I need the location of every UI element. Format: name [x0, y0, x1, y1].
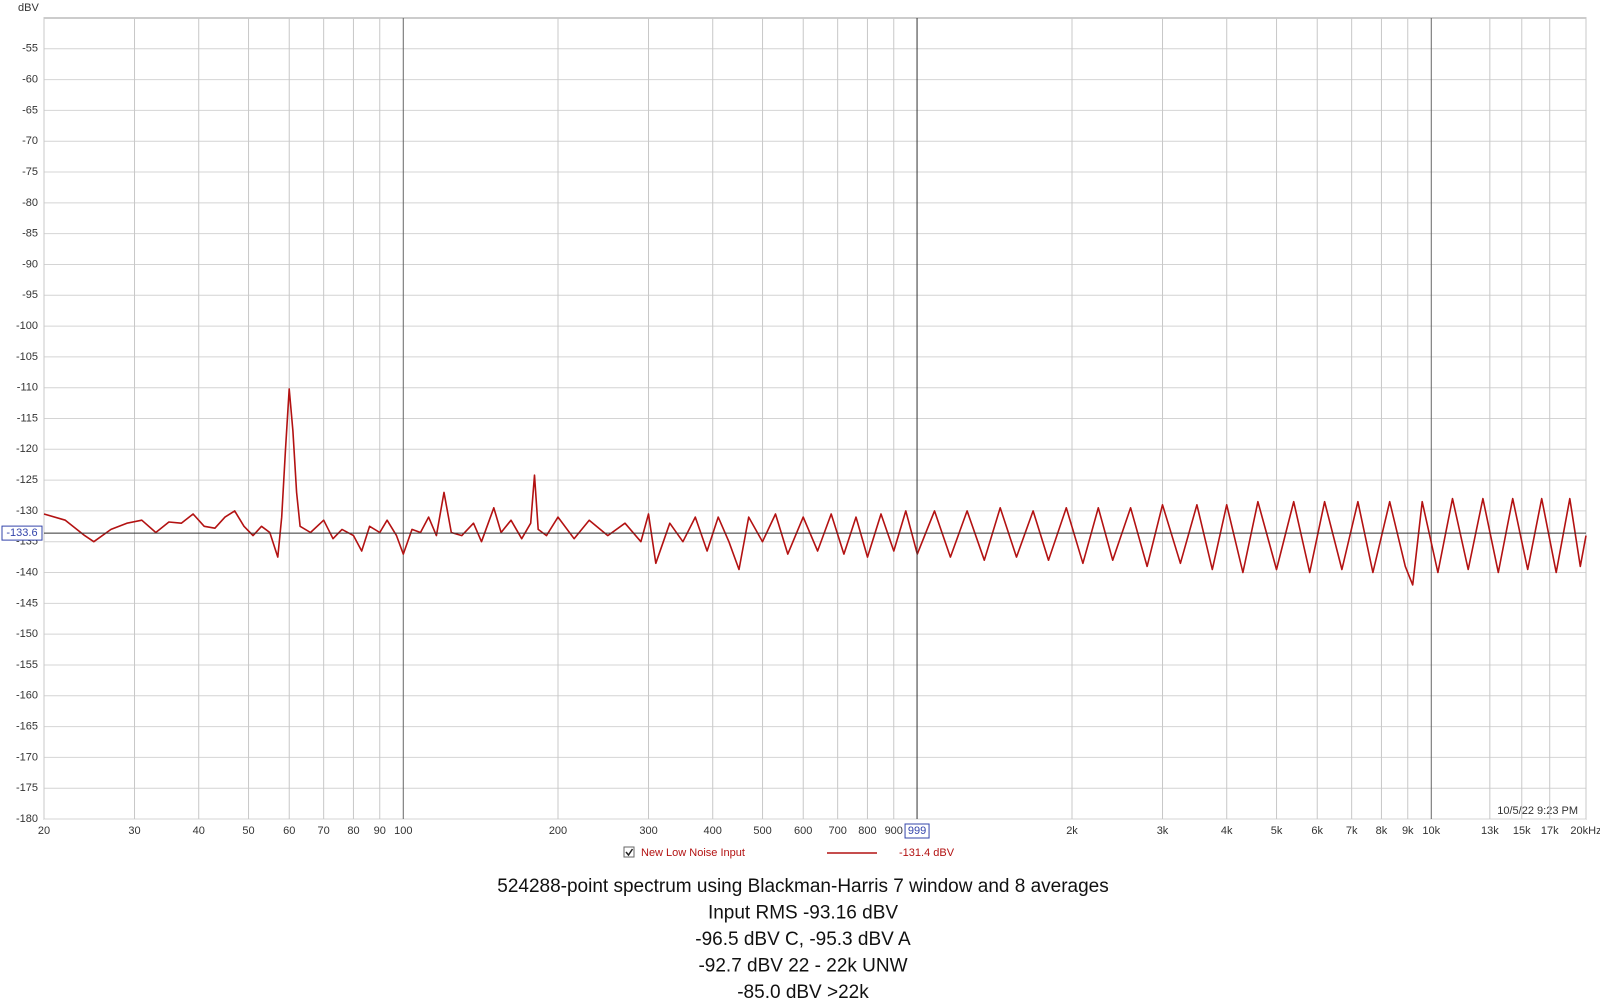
cursor-x-box: [904, 823, 930, 839]
y-tick-label: -90: [22, 258, 38, 270]
x-tick-label: 200: [549, 825, 567, 837]
x-tick-label: 400: [704, 825, 722, 837]
y-tick-label: -100: [16, 320, 38, 332]
x-tick-label: 6k: [1311, 825, 1323, 837]
legend-value: -131.4 dBV: [899, 847, 955, 859]
y-tick-label: -80: [22, 197, 38, 209]
note-line: -96.5 dBV C, -95.3 dBV A: [695, 929, 911, 950]
y-tick-label: -140: [16, 566, 38, 578]
x-tick-label: 30: [128, 825, 140, 837]
y-tick-label: -155: [16, 659, 38, 671]
x-tick-label: 13k: [1481, 825, 1499, 837]
x-tick-label: 20kHz: [1570, 825, 1600, 837]
cursor-y-label: -133.6: [6, 527, 37, 539]
y-tick-label: -130: [16, 505, 38, 517]
x-tick-label: 500: [753, 825, 771, 837]
x-tick-label: 4k: [1221, 825, 1233, 837]
x-tick-label: 5k: [1271, 825, 1283, 837]
y-tick-label: -110: [17, 382, 38, 394]
legend-checkbox[interactable]: [623, 846, 635, 858]
y-tick-label: -180: [16, 813, 38, 825]
x-tick-label: 20: [38, 825, 50, 837]
x-tick-label: 900: [885, 825, 903, 837]
x-tick-label: 7k: [1346, 825, 1358, 837]
y-tick-label: -175: [16, 782, 38, 794]
x-tick-label: 800: [858, 825, 876, 837]
checkmark: [625, 848, 634, 857]
y-tick-label: -120: [16, 443, 38, 455]
x-tick-label: 600: [794, 825, 812, 837]
x-tick-label: 100: [394, 825, 412, 837]
note-line: -92.7 dBV 22 - 22k UNW: [698, 956, 907, 977]
note-line: Input RMS -93.16 dBV: [708, 903, 898, 924]
y-tick-label: -125: [16, 474, 38, 486]
legend-label: New Low Noise Input: [641, 847, 745, 859]
cursor-x-label: 999: [908, 825, 926, 837]
y-tick-label: -165: [16, 720, 38, 732]
y-tick-label: -115: [17, 412, 38, 424]
x-tick-label: 15k: [1513, 825, 1531, 837]
y-tick-label: -60: [22, 74, 38, 86]
x-tick-label: 70: [318, 825, 330, 837]
y-tick-label: -85: [22, 228, 38, 240]
x-tick-label: 60: [283, 825, 295, 837]
y-tick-label: -55: [22, 43, 38, 55]
spectrum-line: [43, 388, 1587, 586]
x-tick-label: 3k: [1157, 825, 1169, 837]
x-tick-label: 9k: [1402, 825, 1414, 837]
x-tick-label: 10k: [1422, 825, 1440, 837]
y-tick-label: -145: [16, 597, 38, 609]
y-tick-label: -95: [22, 289, 38, 301]
timestamp: 10/5/22 9:23 PM: [1497, 805, 1578, 817]
y-tick-label: -105: [16, 351, 38, 363]
y-tick-label: -150: [16, 628, 38, 640]
y-tick-label: -170: [16, 751, 38, 763]
x-tick-label: 8k: [1376, 825, 1388, 837]
note-line: -85.0 dBV >22k: [737, 982, 869, 1003]
note-line: 524288-point spectrum using Blackman-Har…: [497, 876, 1109, 897]
cursor-y-box: [1, 525, 43, 541]
x-tick-label: 50: [242, 825, 254, 837]
x-tick-label: 40: [193, 825, 205, 837]
y-axis-label: dBV: [18, 2, 39, 14]
x-tick-label: 2k: [1066, 825, 1078, 837]
x-tick-label: 80: [347, 825, 359, 837]
x-tick-label: 300: [639, 825, 657, 837]
x-tick-label: 700: [828, 825, 846, 837]
x-tick-label: 17k: [1541, 825, 1559, 837]
y-tick-label: -75: [22, 166, 38, 178]
y-tick-label: -70: [22, 135, 38, 147]
y-tick-label: -160: [16, 690, 38, 702]
y-tick-label: -65: [22, 104, 38, 116]
x-tick-label: 90: [374, 825, 386, 837]
